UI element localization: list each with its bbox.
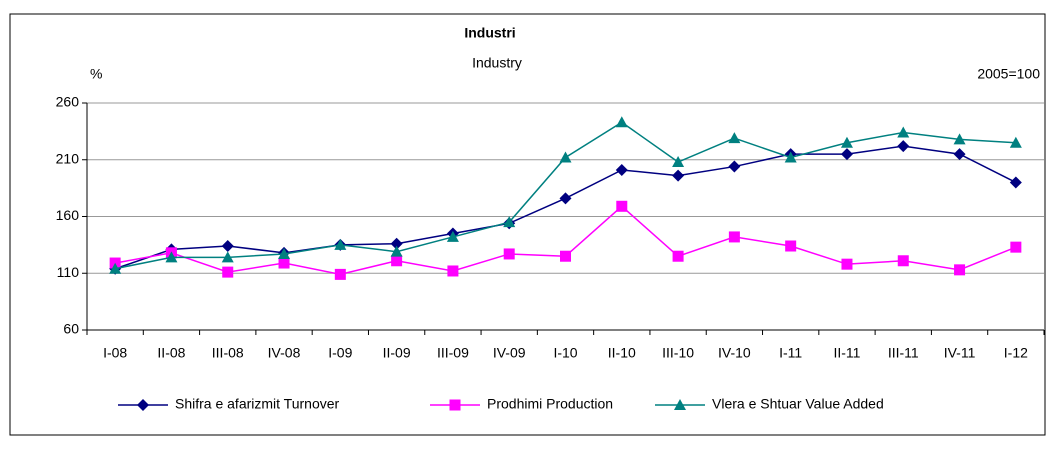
marker	[616, 200, 628, 212]
y-tick-label: 260	[56, 94, 80, 110]
marker	[222, 266, 234, 278]
chart-subtitle: Industry	[472, 55, 522, 71]
marker	[954, 264, 966, 276]
marker	[503, 248, 515, 260]
x-tick-label: II-09	[383, 345, 411, 361]
marker	[1009, 176, 1022, 189]
marker	[278, 247, 291, 259]
marker	[1010, 241, 1022, 253]
marker	[447, 265, 459, 277]
legend-label: Prodhimi Production	[487, 396, 613, 412]
x-tick-label: I-09	[328, 345, 352, 361]
chart-border	[9, 13, 1046, 436]
marker	[672, 250, 684, 262]
marker	[728, 132, 741, 144]
marker	[674, 399, 686, 410]
marker	[109, 262, 122, 274]
marker	[840, 136, 853, 148]
marker	[615, 116, 628, 128]
x-tick-label: I-10	[553, 345, 577, 361]
x-tick-label: III-11	[888, 345, 919, 361]
marker	[840, 148, 853, 161]
marker	[390, 245, 403, 257]
marker	[785, 240, 797, 252]
marker	[953, 148, 966, 161]
y-tick-label: 210	[56, 150, 80, 166]
x-tick-label: II-08	[157, 345, 185, 361]
legend-label: Vlera e Shtuar Value Added	[712, 396, 884, 412]
y-tick-label: 110	[57, 264, 80, 280]
marker	[784, 151, 797, 163]
x-tick-label: IV-10	[718, 345, 751, 361]
x-tick-label: III-09	[437, 345, 469, 361]
marker	[446, 230, 459, 242]
marker	[165, 251, 178, 263]
x-tick-label: III-08	[212, 345, 244, 361]
marker	[137, 399, 149, 411]
legend-label: Shifra e afarizmit Turnover	[175, 396, 340, 412]
x-tick-label: III-10	[662, 345, 694, 361]
marker	[841, 258, 853, 270]
marker	[221, 240, 234, 253]
y-axis-label: %	[90, 66, 102, 82]
marker	[391, 255, 403, 267]
marker	[897, 255, 909, 267]
x-tick-label: IV-11	[944, 345, 976, 361]
y-tick-label: 60	[63, 321, 79, 337]
marker	[728, 160, 741, 173]
marker	[390, 237, 403, 250]
marker	[503, 216, 516, 228]
marker	[278, 257, 290, 269]
marker	[953, 133, 966, 145]
x-tick-label: I-08	[103, 345, 127, 361]
marker	[559, 151, 572, 163]
marker	[1009, 136, 1022, 148]
marker	[334, 268, 346, 280]
marker	[672, 169, 685, 182]
marker	[560, 250, 571, 262]
marker	[559, 192, 572, 205]
x-tick-label: II-10	[608, 345, 636, 361]
x-tick-label: I-11	[779, 345, 802, 361]
chart-title: Industri	[464, 25, 515, 41]
annotation: 2005=100	[977, 66, 1040, 82]
marker	[221, 251, 234, 263]
marker	[672, 156, 685, 168]
x-tick-label: IV-08	[268, 345, 301, 361]
y-tick-label: 160	[56, 207, 80, 223]
marker	[897, 126, 910, 138]
marker	[897, 140, 910, 153]
marker	[449, 399, 461, 411]
x-tick-label: I-12	[1004, 345, 1028, 361]
marker	[615, 163, 628, 176]
marker	[728, 231, 740, 243]
x-tick-label: II-11	[833, 345, 860, 361]
x-tick-label: IV-09	[493, 345, 526, 361]
marker	[334, 238, 347, 250]
